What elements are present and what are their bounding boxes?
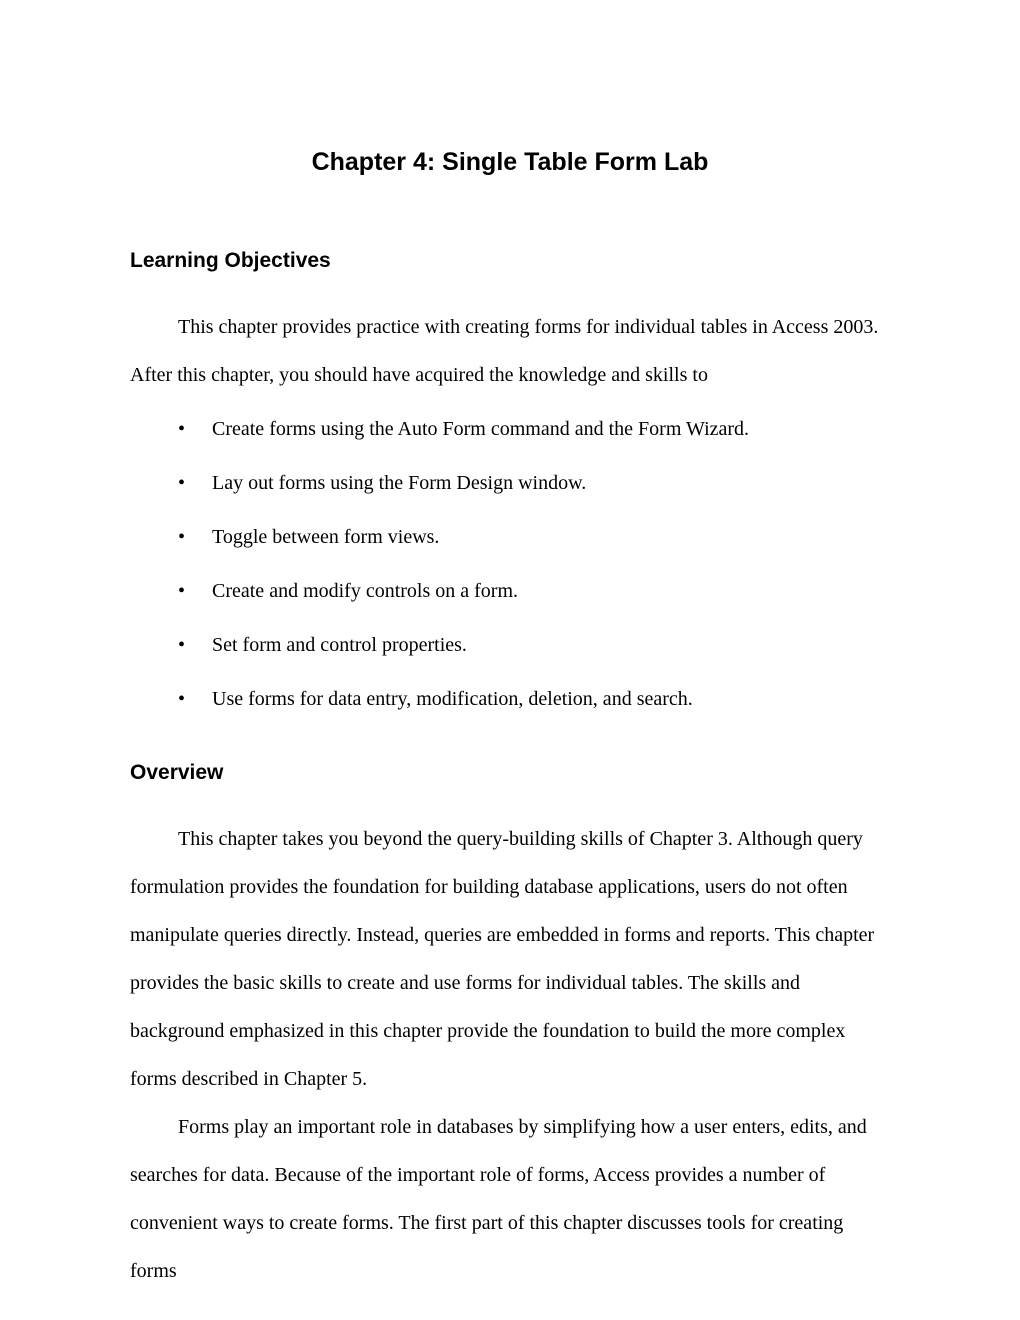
list-item: Set form and control properties.: [130, 631, 890, 659]
learning-objectives-heading: Learning Objectives: [130, 249, 890, 273]
overview-paragraph: This chapter takes you beyond the query-…: [130, 815, 890, 1103]
list-item: Lay out forms using the Form Design wind…: [130, 469, 890, 497]
overview-paragraph: Forms play an important role in database…: [130, 1103, 890, 1295]
overview-heading: Overview: [130, 761, 890, 785]
objectives-list: Create forms using the Auto Form command…: [130, 415, 890, 713]
list-item: Toggle between form views.: [130, 523, 890, 551]
list-item: Create forms using the Auto Form command…: [130, 415, 890, 443]
chapter-title: Chapter 4: Single Table Form Lab: [130, 148, 890, 177]
objectives-intro-paragraph: This chapter provides practice with crea…: [130, 303, 890, 399]
list-item: Use forms for data entry, modification, …: [130, 685, 890, 713]
list-item: Create and modify controls on a form.: [130, 577, 890, 605]
